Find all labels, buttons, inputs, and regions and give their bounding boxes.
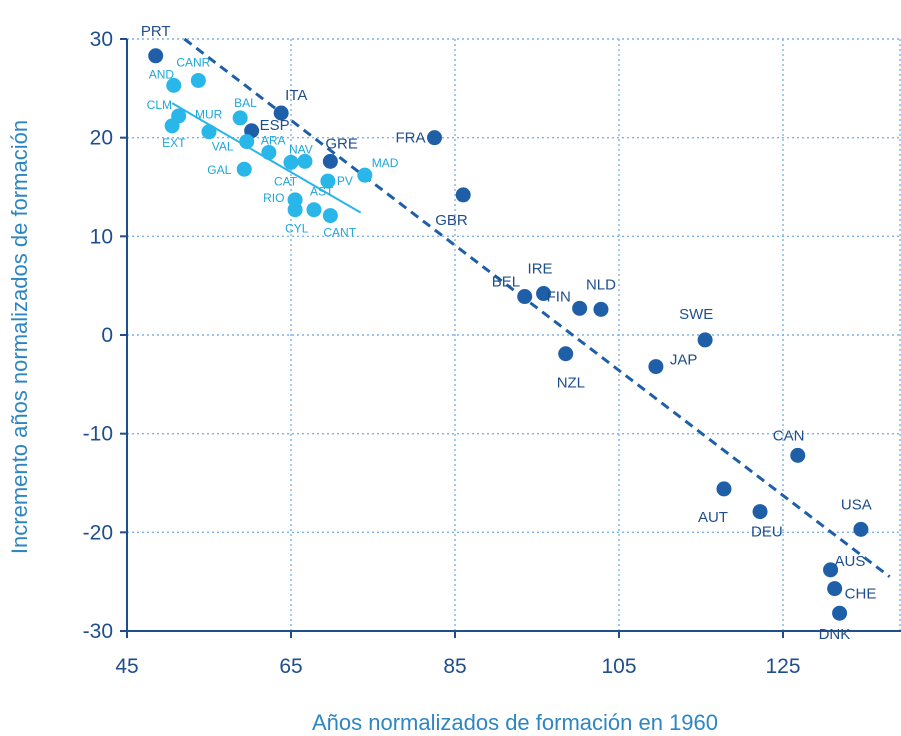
data-point-aus: [823, 562, 839, 578]
x-tick-labels: 45 65 85 105 125: [115, 655, 800, 678]
point-label-ara: ARA: [261, 133, 286, 147]
axes: [120, 38, 901, 638]
data-point-nzl: [558, 346, 574, 362]
x-tick-label: 125: [765, 655, 800, 678]
point-label-val: VAL: [212, 140, 234, 154]
trendline-oecd: [183, 37, 891, 578]
data-point-fin: [572, 300, 588, 316]
point-label-che: CHE: [845, 586, 877, 603]
point-label-aus: AUS: [835, 553, 866, 570]
data-point-ext: [164, 118, 180, 134]
x-tick-label: 65: [279, 655, 302, 678]
data-point-deu: [752, 504, 768, 520]
data-points: [148, 48, 869, 621]
x-axis-title: Años normalizados de formación en 1960: [312, 710, 718, 735]
data-point-mur: [201, 124, 217, 140]
y-tick-label: -10: [83, 423, 113, 446]
data-point-nld: [593, 301, 609, 317]
point-label-cat: CAT: [274, 174, 298, 188]
data-point-usa: [853, 521, 869, 537]
point-label-prt: PRT: [141, 23, 171, 40]
data-point-ire: [536, 286, 552, 302]
data-point-canr: [190, 72, 206, 88]
data-point-che: [827, 581, 843, 597]
point-label-jap: JAP: [670, 352, 698, 369]
point-label-cyl: CYL: [285, 222, 309, 236]
data-point-mad: [357, 167, 373, 183]
point-label-mur: MUR: [195, 108, 223, 122]
point-label-ext: EXT: [162, 136, 186, 150]
y-axis-title: Incremento años normalizados de formació…: [7, 120, 32, 554]
point-label-nzl: NZL: [557, 375, 585, 392]
data-point-val: [239, 134, 255, 150]
y-tick-label: 0: [101, 324, 113, 347]
y-tick-label: 30: [90, 28, 113, 51]
data-point-gre: [322, 153, 338, 169]
y-tick-labels: -30 -20 -10 0 10 20 30: [83, 28, 113, 643]
data-point-prt: [148, 48, 164, 64]
gridlines: [127, 38, 901, 631]
point-label-mad: MAD: [372, 156, 399, 170]
point-label-rio: RIO: [263, 191, 284, 205]
x-tick-label: 45: [115, 655, 138, 678]
data-point-aut: [716, 481, 732, 497]
point-label-pv: PV: [337, 174, 353, 188]
data-point-can: [790, 447, 806, 463]
point-label-clm: CLM: [147, 98, 172, 112]
point-label-gal: GAL: [207, 163, 231, 177]
data-point-ita: [273, 105, 289, 121]
data-point-cyl: [287, 202, 303, 218]
point-label-nld: NLD: [586, 276, 616, 293]
point-label-cant: CANT: [323, 226, 356, 240]
data-point-swe: [697, 332, 713, 348]
point-label-aut: AUT: [698, 509, 728, 526]
data-point-nav: [297, 153, 313, 169]
data-point-cat: [283, 154, 299, 170]
point-label-swe: SWE: [679, 306, 713, 323]
point-label-ire: IRE: [528, 261, 553, 278]
point-label-ast: AST: [310, 185, 334, 199]
point-label-bel: BEL: [492, 274, 520, 291]
x-tick-label: 105: [601, 655, 636, 678]
data-point-pv: [320, 173, 336, 189]
data-point-bal: [232, 110, 248, 126]
point-label-fin: FIN: [547, 288, 571, 305]
data-point-gal: [236, 161, 252, 177]
point-label-deu: DEU: [751, 524, 783, 541]
point-labels: PRT ITA ESP GRE FRA GBR BEL IRE FIN NLD NZL JAP SWE C…: [141, 23, 876, 643]
point-label-esp: ESP: [260, 117, 290, 134]
y-tick-label: 20: [90, 127, 113, 150]
data-point-and: [166, 77, 182, 93]
data-point-ast: [306, 202, 322, 218]
y-tick-label: -30: [83, 620, 113, 643]
point-label-fra: FRA: [396, 130, 426, 147]
point-label-ita: ITA: [285, 87, 307, 104]
point-label-dnk: DNK: [819, 626, 851, 643]
point-label-gbr: GBR: [435, 212, 468, 229]
point-label-canr: CANR: [176, 55, 210, 69]
data-point-ara: [261, 144, 277, 160]
data-point-fra: [427, 130, 442, 146]
point-label-and: AND: [149, 67, 175, 81]
point-label-nav: NAV: [289, 142, 313, 156]
data-point-dnk: [832, 605, 848, 621]
data-point-jap: [648, 359, 664, 375]
point-label-bal: BAL: [234, 96, 257, 110]
point-label-gre: GRE: [325, 135, 358, 152]
x-tick-label: 85: [443, 655, 466, 678]
y-tick-label: -20: [83, 521, 113, 544]
point-label-usa: USA: [841, 496, 872, 513]
y-tick-label: 10: [90, 225, 113, 248]
point-label-can: CAN: [773, 427, 805, 444]
data-point-cant: [322, 208, 338, 224]
data-point-gbr: [455, 187, 471, 203]
data-point-bel: [517, 289, 533, 305]
